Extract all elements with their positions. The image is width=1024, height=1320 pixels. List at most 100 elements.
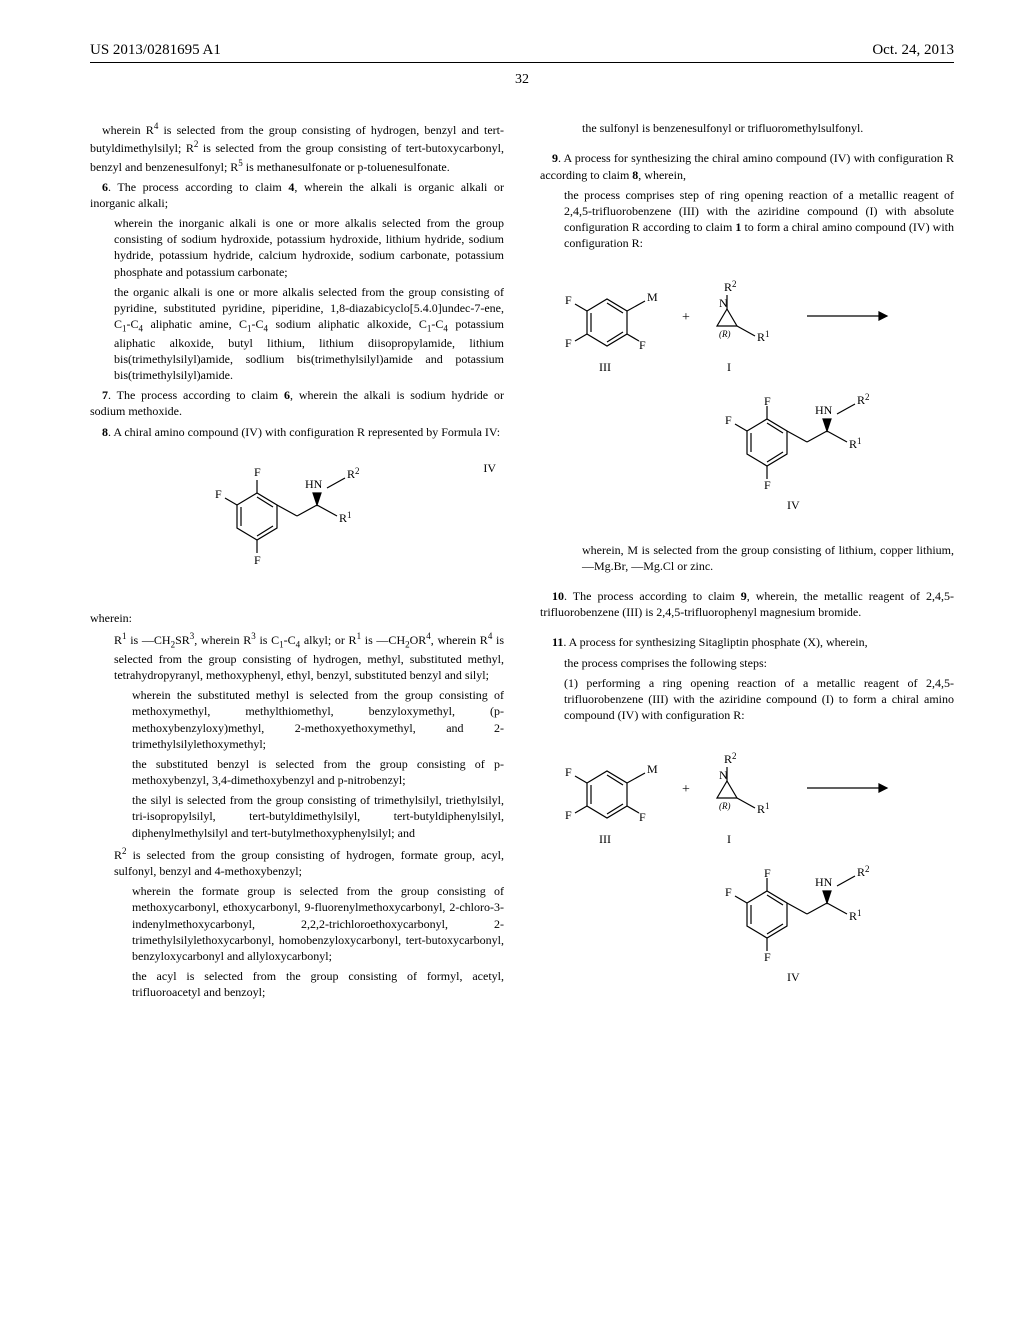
svg-text:F: F — [254, 553, 261, 567]
svg-text:(R): (R) — [719, 329, 731, 339]
svg-text:2: 2 — [732, 751, 737, 761]
text: wherein R — [102, 123, 154, 137]
page-header: US 2013/0281695 A1 Oct. 24, 2013 — [90, 40, 954, 63]
svg-text:R: R — [757, 330, 765, 344]
svg-text:I: I — [727, 360, 731, 374]
text: . A chiral amino compound (IV) with conf… — [108, 425, 500, 439]
compound-iv-svg: F F F HN R2 R1 — [187, 460, 407, 590]
claim-10: 10. The process according to claim 9, wh… — [540, 588, 954, 620]
text: -C — [284, 633, 296, 647]
claim-11: 11. A process for synthesizing Sitaglipt… — [540, 634, 954, 650]
svg-text:R: R — [724, 752, 732, 766]
text: SR — [175, 633, 190, 647]
claim8-acyl: the acyl is selected from the group cons… — [132, 968, 504, 1000]
svg-text:F: F — [764, 478, 771, 492]
svg-text:F: F — [725, 413, 732, 427]
claim8-r1-def: R1 is —CH2SR3, wherein R3 is C1-C4 alkyl… — [114, 630, 504, 683]
svg-text:F: F — [565, 336, 572, 350]
svg-text:1: 1 — [347, 510, 352, 520]
claim11-comprises: the process comprises the following step… — [564, 655, 954, 671]
text: sodium aliphatic alkoxide, C — [268, 317, 427, 331]
svg-text:F: F — [725, 885, 732, 899]
svg-text:HN: HN — [815, 403, 833, 417]
svg-text:IV: IV — [787, 970, 800, 984]
publication-number: US 2013/0281695 A1 — [90, 40, 221, 60]
text: aliphatic amine, C — [143, 317, 247, 331]
claim-6: 6. The process according to claim 4, whe… — [90, 179, 504, 211]
svg-text:III: III — [599, 360, 611, 374]
claim6-organic: the organic alkali is one or more alkali… — [114, 284, 504, 383]
reaction-scheme-1: F F F M + R2 N R1 (R) III I F F F HN R2 — [540, 271, 954, 525]
svg-text:F: F — [254, 465, 261, 479]
svg-text:2: 2 — [865, 864, 870, 874]
svg-text:F: F — [639, 338, 646, 352]
svg-text:F: F — [764, 394, 771, 408]
text: , wherein R — [194, 633, 251, 647]
text: R — [114, 848, 122, 862]
claim8-formate: wherein the formate group is selected fr… — [132, 883, 504, 964]
publication-date: Oct. 24, 2013 — [872, 40, 954, 60]
text: , wherein, — [638, 168, 686, 182]
claim6-inorganic: wherein the inorganic alkali is one or m… — [114, 215, 504, 280]
svg-text:1: 1 — [765, 329, 770, 339]
svg-text:2: 2 — [732, 279, 737, 289]
svg-text:IV: IV — [787, 498, 800, 512]
svg-text:(R): (R) — [719, 801, 731, 811]
text: . A process for synthesizing Sitagliptin… — [563, 635, 867, 649]
svg-text:I: I — [727, 832, 731, 846]
svg-text:F: F — [565, 808, 572, 822]
text: . The process according to claim — [108, 388, 284, 402]
scheme1-svg: F F F M + R2 N R1 (R) III I F F F HN R2 — [557, 271, 937, 521]
formula-label-iv: IV — [483, 460, 496, 476]
claim11-step1: (1) performing a ring opening reaction o… — [564, 675, 954, 724]
claim5-continuation: wherein R4 is selected from the group co… — [90, 120, 504, 175]
text: . The process according to claim — [564, 589, 741, 603]
svg-text:R: R — [849, 909, 857, 923]
claim-7: 7. The process according to claim 6, whe… — [90, 387, 504, 419]
text: R — [114, 633, 122, 647]
claim-8: 8. A chiral amino compound (IV) with con… — [90, 424, 504, 440]
formula-iv-structure: IV — [90, 460, 504, 594]
text: OR — [410, 633, 427, 647]
scheme2-svg: F F F M + R2 N R1 (R) III I F F F HN R2 — [557, 743, 937, 993]
svg-text:N: N — [719, 296, 728, 310]
svg-text:N: N — [719, 768, 728, 782]
svg-text:+: + — [682, 310, 690, 325]
svg-text:2: 2 — [355, 466, 360, 476]
svg-text:F: F — [565, 293, 572, 307]
claim-number: 11 — [552, 635, 563, 649]
svg-text:R: R — [724, 280, 732, 294]
svg-text:R: R — [857, 393, 865, 407]
left-column: wherein R4 is selected from the group co… — [90, 120, 504, 1013]
svg-text:1: 1 — [857, 908, 862, 918]
svg-text:F: F — [764, 950, 771, 964]
claim8-sulfonyl: the sulfonyl is benzenesulfonyl or trifl… — [582, 120, 954, 136]
svg-text:1: 1 — [857, 436, 862, 446]
svg-text:F: F — [565, 765, 572, 779]
text: is —CH — [127, 633, 171, 647]
svg-text:R: R — [857, 865, 865, 879]
svg-text:HN: HN — [815, 875, 833, 889]
text: is C — [256, 633, 279, 647]
text: -C — [127, 317, 139, 331]
svg-text:M: M — [647, 290, 658, 304]
claim-9: 9. A process for synthesizing the chiral… — [540, 150, 954, 182]
text: -C — [431, 317, 443, 331]
svg-text:1: 1 — [765, 801, 770, 811]
claim8-subbenzyl: the substituted benzyl is selected from … — [132, 756, 504, 788]
svg-text:F: F — [639, 810, 646, 824]
two-column-layout: wherein R4 is selected from the group co… — [90, 120, 954, 1013]
claim9-wherein-m: wherein, M is selected from the group co… — [582, 542, 954, 574]
svg-text:2: 2 — [865, 392, 870, 402]
claim8-silyl: the silyl is selected from the group con… — [132, 792, 504, 841]
wherein-label: wherein: — [90, 610, 504, 626]
svg-text:F: F — [764, 866, 771, 880]
right-column: the sulfonyl is benzenesulfonyl or trifl… — [540, 120, 954, 1013]
svg-text:III: III — [599, 832, 611, 846]
claim-number: 10 — [552, 589, 564, 603]
svg-text:HN: HN — [305, 477, 323, 491]
claim8-r2-def: R2 is selected from the group consisting… — [114, 845, 504, 879]
svg-text:+: + — [682, 782, 690, 797]
text: alkyl; or R — [300, 633, 356, 647]
svg-text:R: R — [757, 802, 765, 816]
